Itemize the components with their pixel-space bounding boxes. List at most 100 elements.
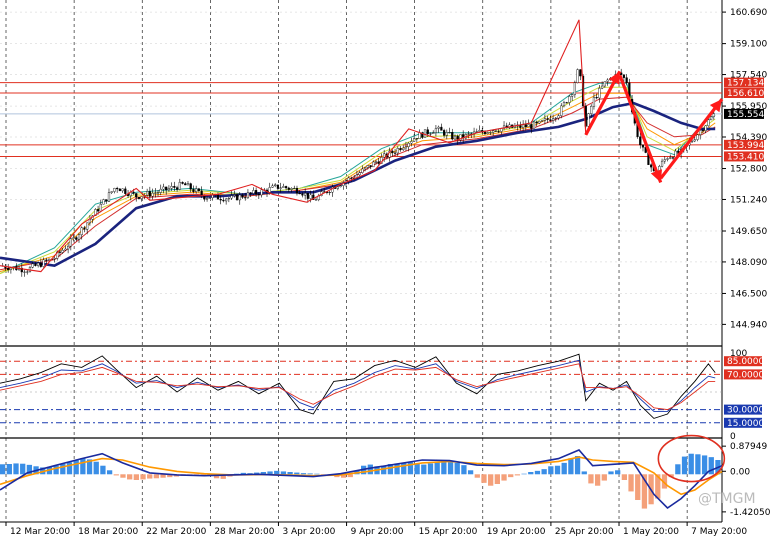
candle-body [625, 77, 628, 83]
candle-body [135, 193, 138, 198]
stochastic-panel[interactable]: 85.0000 70.0000 30.0000 15.0000 100 0 [0, 349, 764, 442]
macd-panel[interactable]: 0.87949 0.00 -1.42050 [0, 434, 770, 518]
macd-histogram-bar [494, 474, 500, 484]
candle-body [492, 130, 495, 133]
candle-body [37, 262, 40, 266]
candle-body [156, 192, 160, 194]
candle-body [116, 187, 119, 190]
candle-body [146, 191, 149, 196]
macd-histogram-bar [668, 474, 674, 478]
stochastic-level-label: 70.0000 [727, 370, 764, 380]
candle-body [369, 165, 372, 168]
candle-body [124, 188, 127, 194]
macd-histogram-bar [701, 455, 708, 475]
current-price-label: 155.554 [727, 110, 764, 120]
candle-body [271, 185, 274, 188]
candle-body [314, 199, 318, 201]
level-tag-label: 153.994 [727, 141, 764, 151]
candle-body [102, 199, 105, 205]
candle-body [86, 222, 89, 230]
macd-histogram-bar [153, 474, 160, 479]
level-tag [724, 139, 764, 150]
candle-body [159, 188, 162, 193]
macd-histogram-bar [675, 464, 681, 475]
candle-body [205, 198, 209, 200]
candle-body [391, 150, 394, 154]
candle-body [350, 177, 353, 179]
candle-body [233, 194, 236, 196]
candle-body [113, 187, 116, 192]
candle-body [31, 263, 34, 268]
candle-body [445, 132, 448, 136]
stochastic-level-tag [724, 417, 762, 428]
candle-body [295, 187, 299, 194]
candle-body [148, 191, 151, 197]
candle-body [80, 227, 83, 235]
candle-body [107, 192, 111, 202]
candle-body [137, 197, 141, 199]
macd-histogram-bar [514, 474, 521, 476]
candle-body [306, 192, 309, 199]
macd-histogram-bar [447, 461, 454, 475]
macd-histogram-bar [73, 460, 79, 475]
candle-body [361, 168, 364, 173]
candle-body [440, 126, 443, 131]
macd-tick-label: -1.42050 [730, 508, 770, 518]
candle-body [489, 132, 492, 134]
candle-body [72, 237, 75, 239]
macd-histogram-bar [635, 474, 641, 500]
candle-body [293, 187, 296, 189]
macd-histogram-bar [481, 474, 487, 483]
candle-body [565, 102, 568, 104]
macd-main-line [0, 449, 723, 510]
candle-body [96, 209, 100, 212]
macd-histogram-bar [628, 474, 634, 492]
price-panel[interactable]: 160.690 159.100 157.540 155.950 154.390 152.8… [0, 0, 767, 522]
candle-body [404, 146, 408, 149]
moving-average-line [0, 101, 716, 268]
candle-body [64, 248, 67, 251]
candle-body [660, 160, 664, 167]
macd-histogram-bar [508, 474, 514, 478]
candle-body [639, 136, 642, 146]
candle-body [388, 150, 391, 158]
candle-body [383, 153, 386, 158]
candle-body [222, 199, 225, 202]
candle-body [47, 258, 51, 261]
arrow-shaft[interactable] [584, 70, 622, 136]
candle-body [377, 161, 380, 164]
macd-histogram-bar [267, 471, 273, 475]
price-tick-label: 157.540 [730, 71, 767, 81]
arrow-shaft[interactable] [659, 98, 724, 180]
candle-body [543, 118, 547, 121]
arrow-shaft[interactable] [618, 74, 663, 183]
macd-histogram-bar [294, 472, 300, 475]
macd-histogram-bar [695, 454, 701, 475]
candle-body [437, 126, 440, 129]
candle-body [710, 116, 713, 121]
macd-tick-label: 0.00 [730, 467, 750, 477]
candle-body [399, 148, 402, 151]
candle-body [301, 193, 304, 196]
time-tick-label: 19 Apr 20:00 [487, 527, 546, 537]
candle-body [290, 188, 293, 190]
macd-histogram-bar [467, 470, 474, 475]
time-tick-label: 3 Apr 20:00 [282, 527, 335, 537]
stochastic-level-label: 30.0000 [727, 406, 764, 416]
price-tick-label: 154.390 [730, 133, 767, 143]
macd-histogram-bar [534, 470, 541, 475]
stochastic-axis: 85.0000 70.0000 30.0000 15.0000 100 0 [724, 349, 764, 442]
trend-lines [0, 19, 587, 273]
candle-body [99, 203, 102, 212]
current-price-tag [724, 108, 764, 119]
candle-body [421, 132, 424, 138]
time-tick-label: 22 Mar 20:00 [146, 527, 206, 537]
macd-histogram-bar [213, 474, 220, 479]
candle-body [230, 195, 233, 199]
candle-body [154, 192, 157, 194]
macd-histogram-bar [287, 472, 293, 475]
candle-body [162, 186, 165, 190]
zigzag-trend-line[interactable] [0, 19, 587, 273]
